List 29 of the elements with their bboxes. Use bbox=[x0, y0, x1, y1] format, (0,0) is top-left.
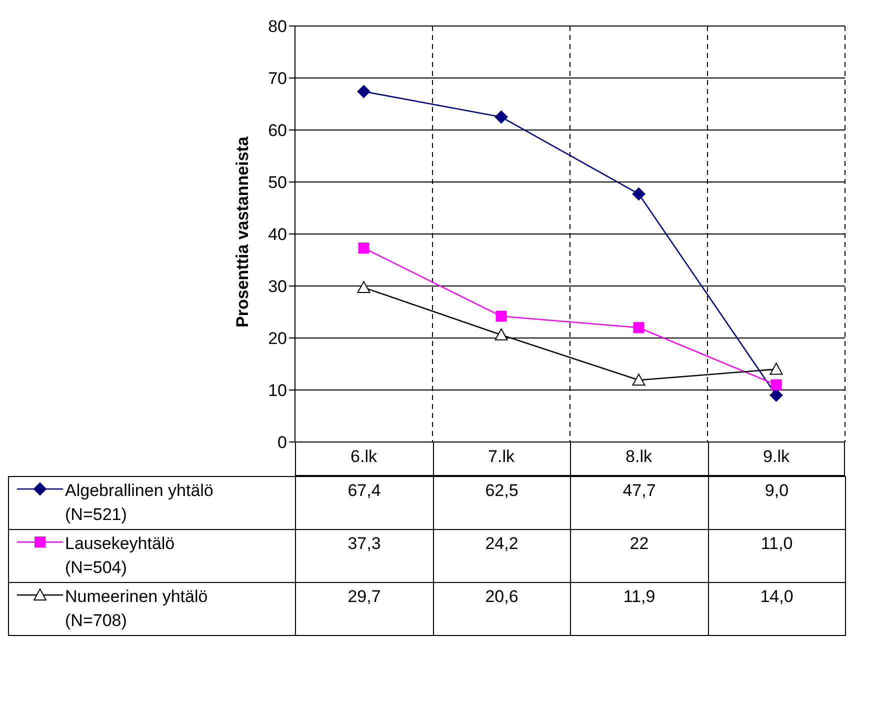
data-label: 9,0 bbox=[708, 476, 846, 530]
y-tick-label: 60 bbox=[268, 121, 287, 140]
y-tick-label: 0 bbox=[278, 433, 287, 452]
data-label: 47,7 bbox=[570, 476, 708, 530]
y-tick-label: 70 bbox=[268, 69, 287, 88]
data-label: 11,0 bbox=[708, 530, 846, 582]
x-tick-label: 8.lk bbox=[626, 447, 652, 466]
y-tick-label: 10 bbox=[268, 381, 287, 400]
y-tick-label: 30 bbox=[268, 277, 287, 296]
data-label: 22 bbox=[570, 530, 708, 582]
legend-label: Algebrallinen yhtälö (N=521) bbox=[65, 480, 214, 526]
y-tick-label: 40 bbox=[268, 225, 287, 244]
data-label: 67,4 bbox=[296, 476, 433, 530]
x-tick-label: 6.lk bbox=[350, 447, 378, 466]
y-tick-label: 80 bbox=[268, 17, 287, 36]
data-label: 14,0 bbox=[708, 582, 846, 636]
data-label: 11,9 bbox=[570, 582, 708, 636]
data-label: 24,2 bbox=[433, 530, 570, 582]
y-tick-label: 50 bbox=[268, 173, 287, 192]
x-tick-label: 7.lk bbox=[488, 447, 515, 466]
y-tick-label: 20 bbox=[268, 329, 287, 348]
data-label: 20,6 bbox=[433, 582, 570, 636]
data-label: 37,3 bbox=[296, 530, 433, 582]
x-tick-label: 9.lk bbox=[763, 447, 790, 466]
data-label: 62,5 bbox=[433, 476, 570, 530]
legend-label: Lausekeyhtälö (N=504) bbox=[65, 533, 176, 579]
legend-label: Numeerinen yhtälö (N=708) bbox=[65, 586, 209, 632]
data-label: 29,7 bbox=[296, 582, 433, 636]
y-axis-title: Prosenttia vastanneista bbox=[233, 136, 253, 330]
